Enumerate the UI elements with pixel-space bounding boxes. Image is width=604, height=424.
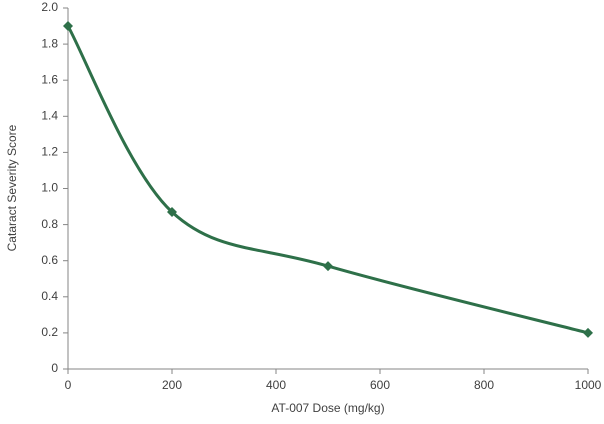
line: [66, 24, 590, 335]
y-tick-label: 0.6: [41, 253, 58, 267]
marker: [583, 327, 593, 338]
x-tick-label: 0: [65, 378, 72, 392]
y-tick-label: 0: [51, 361, 58, 375]
y-tick-label: 0.2: [41, 325, 58, 339]
y-axis-label: Cataract Severity Score: [5, 124, 19, 251]
marker: [323, 261, 333, 272]
y-tick-label: 0.4: [41, 289, 58, 303]
x-tick-label: 600: [370, 378, 390, 392]
y-tick-label: 1.6: [41, 72, 58, 86]
x-tick-label: 800: [474, 378, 494, 392]
x-axis-label: AT-007 Dose (mg/kg): [271, 401, 384, 415]
y-tick-label: 1.8: [41, 36, 58, 50]
marker: [167, 206, 177, 217]
x-tick-label: 400: [266, 378, 286, 392]
y-tick-label: 1.2: [41, 145, 58, 159]
marker: [63, 21, 73, 32]
y-tick-label: 1.4: [41, 108, 58, 122]
y-tick-label: 2.0: [41, 0, 58, 14]
y-tick-label: 0.8: [41, 217, 58, 231]
y-tick-label: 1.0: [41, 181, 58, 195]
x-tick-label: 200: [162, 378, 182, 392]
x-tick-label: 1000: [575, 378, 602, 392]
